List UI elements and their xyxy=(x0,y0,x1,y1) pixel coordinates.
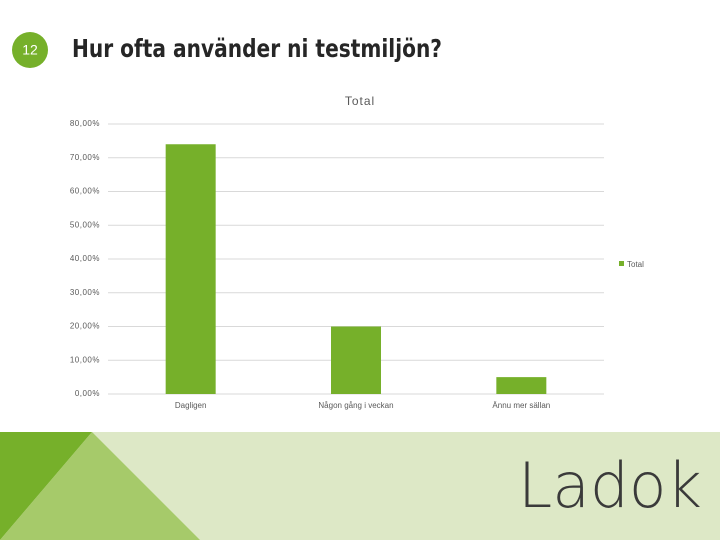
slide-number-badge xyxy=(12,32,48,68)
x-tick-label: Dagligen xyxy=(175,401,207,410)
y-tick-label: 30,00% xyxy=(70,288,100,297)
y-tick-label: 0,00% xyxy=(75,389,100,398)
legend-label: Total xyxy=(627,260,644,269)
y-tick-label: 80,00% xyxy=(70,119,100,128)
y-tick-label: 40,00% xyxy=(70,254,100,263)
logo: Ladok xyxy=(518,449,702,522)
bar xyxy=(165,144,216,394)
y-tick-label: 10,00% xyxy=(70,355,100,364)
x-tick-label: Någon gång i veckan xyxy=(318,401,393,410)
footer-triangle-light xyxy=(0,432,200,540)
slide-number: 12 xyxy=(22,42,38,58)
bar xyxy=(331,326,381,394)
slide-title: Hur ofta använder ni testmiljön? xyxy=(72,34,442,63)
legend-swatch xyxy=(619,261,624,266)
y-tick-label: 60,00% xyxy=(70,187,100,196)
bar xyxy=(496,377,547,394)
x-tick-label: Ännu mer sällan xyxy=(492,401,550,410)
chart-title: Total xyxy=(345,94,375,108)
y-tick-label: 50,00% xyxy=(70,220,100,229)
y-tick-label: 70,00% xyxy=(70,153,100,162)
y-tick-label: 20,00% xyxy=(70,322,100,331)
